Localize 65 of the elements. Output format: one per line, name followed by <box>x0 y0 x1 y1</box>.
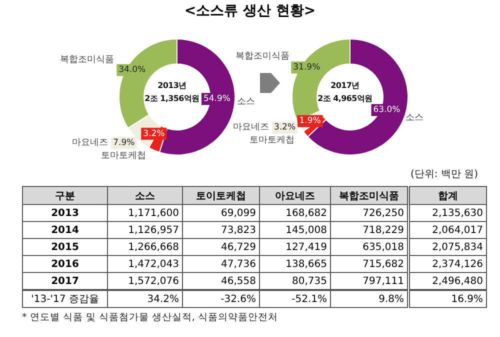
data-label: -32.6% <box>182 290 260 308</box>
data-label: 34.2% <box>108 290 182 308</box>
data-label: 168,682 <box>260 204 330 222</box>
data-label: 47,736 <box>182 256 260 272</box>
text: 2013년 <box>156 80 188 92</box>
data-label: 1,171,600 <box>108 204 182 222</box>
data-label: 3.2% <box>143 128 165 139</box>
text: 2조 1,356억원 <box>144 93 200 105</box>
x-tick-label: 복합조미식품 <box>330 186 408 204</box>
data-label: 1,266,668 <box>108 238 182 256</box>
data-label: 145,008 <box>260 222 330 238</box>
slice-label: 복합조미식품 <box>235 51 290 62</box>
data-label: 2,135,630 <box>408 204 486 222</box>
data-label: 34.0% <box>118 65 146 76</box>
y-axis-title: 구분 <box>22 186 108 204</box>
text: 2017년 <box>330 80 360 92</box>
data-label: 1,126,957 <box>108 222 182 238</box>
y-tick-label: '13-'17 증감율 <box>22 290 108 308</box>
data-label: 16.9% <box>408 290 486 308</box>
y-tick-label: 2017 <box>22 272 108 290</box>
legend-label: 마요네즈 <box>232 122 269 133</box>
y-tick-label: 2014 <box>22 222 108 238</box>
data-label: 7.9% <box>113 138 135 148</box>
y-tick-label: 2016 <box>22 256 108 272</box>
data-label: -52.1% <box>260 290 330 308</box>
data-label: 46,729 <box>182 238 260 256</box>
text: 2조 4,965억원 <box>316 93 374 105</box>
x-tick-label: 소스 <box>108 186 182 204</box>
slice-label: 소스 <box>406 113 424 124</box>
data-label: 31.9% <box>293 62 320 72</box>
y-tick-label: 2015 <box>22 238 108 256</box>
slice-label: 마요네즈 <box>72 138 108 148</box>
data-label: 718,229 <box>330 222 408 238</box>
data-label: 63.0% <box>373 105 400 116</box>
data-label: 1.9% <box>299 116 321 126</box>
slice-label: 복합조미식품 <box>60 55 114 66</box>
data-label: 715,682 <box>330 256 408 272</box>
text: * 연도별 식품 및 식품첨가물 생산실적, 식품의약품안전처 <box>22 311 278 324</box>
x-tick-label: 토이토케첩 <box>182 186 260 204</box>
data-label: 2,064,017 <box>408 222 486 238</box>
data-label: 1,572,076 <box>108 272 182 290</box>
data-label: 73,823 <box>182 222 260 238</box>
text: (단위: 백만 원) <box>409 168 478 181</box>
data-label: 726,250 <box>330 204 408 222</box>
y-tick-label: 2013 <box>22 204 108 222</box>
data-label: 9.8% <box>330 290 408 308</box>
data-label: 797,111 <box>330 272 408 290</box>
chart-title: <소스류 생산 현황> <box>183 2 317 20</box>
slice-label: 토마토케첩 <box>249 136 294 146</box>
data-label: 1,472,043 <box>108 256 182 272</box>
slice-label: 토마토케첩 <box>100 150 146 161</box>
data-label: 46,558 <box>182 272 260 290</box>
data-label: 69,099 <box>182 204 260 222</box>
data-label: 2,374,126 <box>408 256 486 272</box>
x-tick-label: 합계 <box>408 186 486 204</box>
data-label: 54.9% <box>203 94 230 104</box>
legend-label: 소스 <box>237 97 256 108</box>
data-label: 3.2% <box>274 122 296 133</box>
data-label: 138,665 <box>260 256 330 272</box>
x-tick-label: 아요네즈 <box>260 186 330 204</box>
data-label: 2,496,480 <box>408 272 486 290</box>
data-label: 80,735 <box>260 272 330 290</box>
data-label: 127,419 <box>260 238 330 256</box>
data-label: 635,018 <box>330 238 408 256</box>
data-label: 2,075,834 <box>408 238 486 256</box>
